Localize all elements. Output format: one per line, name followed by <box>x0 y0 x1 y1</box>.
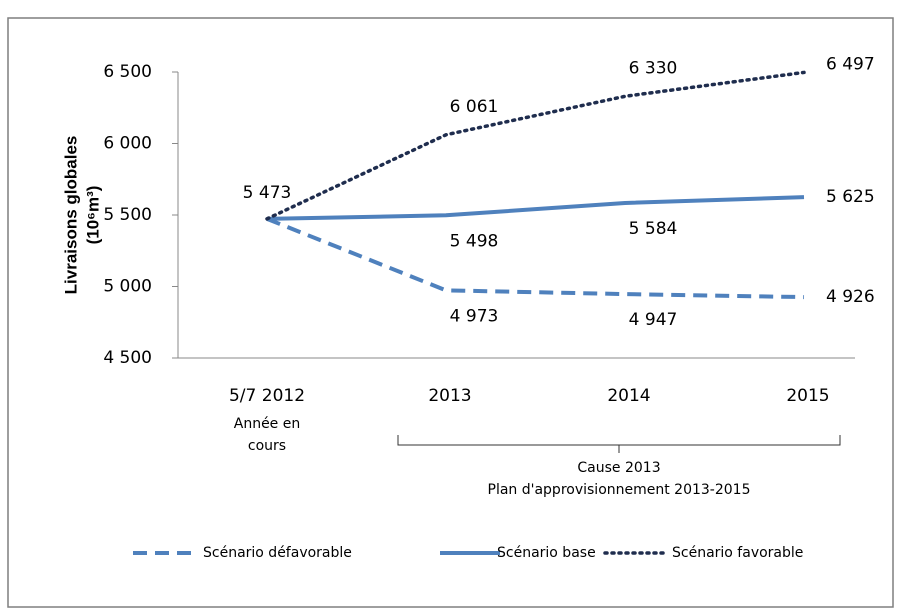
y-axis-label: Livraisons globales (10⁶m³) <box>61 136 102 295</box>
series-line <box>266 195 805 221</box>
legend-label: Scénario base <box>497 545 596 561</box>
data-label: 6 497 <box>826 54 875 74</box>
y-tick-label: 5 500 <box>103 205 152 225</box>
y-tick-label: 4 500 <box>103 348 152 368</box>
x-tick-label: 2013 <box>428 386 471 406</box>
data-label: 4 947 <box>629 310 678 330</box>
y-tick-label: 6 500 <box>103 62 152 82</box>
data-label: 5 473 <box>243 183 292 203</box>
legend-label: Scénario défavorable <box>203 545 352 561</box>
data-label: 6 061 <box>450 97 499 117</box>
legend-label: Scénario favorable <box>672 545 803 561</box>
bracket <box>397 435 841 453</box>
y-tick-label: 6 000 <box>103 134 152 154</box>
x-tick-note: cours <box>248 438 286 454</box>
data-label: 4 926 <box>826 287 875 307</box>
y-axis-label-line: (10⁶m³) <box>83 186 102 245</box>
x-tick-label: 5/7 2012 <box>229 386 305 406</box>
data-label: 5 625 <box>826 187 875 207</box>
y-tick-label: 5 000 <box>103 277 152 297</box>
data-label: 6 330 <box>629 58 678 78</box>
annotation: Plan d'approvisionnement 2013-2015 <box>488 482 751 498</box>
annotation: Cause 2013 <box>577 460 660 476</box>
data-label: 5 498 <box>450 231 499 251</box>
x-tick-note: Année en <box>234 416 301 432</box>
x-tick-label: 2014 <box>607 386 650 406</box>
x-tick-label: 2015 <box>786 386 829 406</box>
series-line <box>265 70 806 221</box>
series-line <box>266 217 805 300</box>
y-axis-label-line: Livraisons globales <box>61 136 80 295</box>
data-label: 5 584 <box>629 219 678 239</box>
chart-frame <box>7 17 894 608</box>
data-label: 4 973 <box>450 306 499 326</box>
